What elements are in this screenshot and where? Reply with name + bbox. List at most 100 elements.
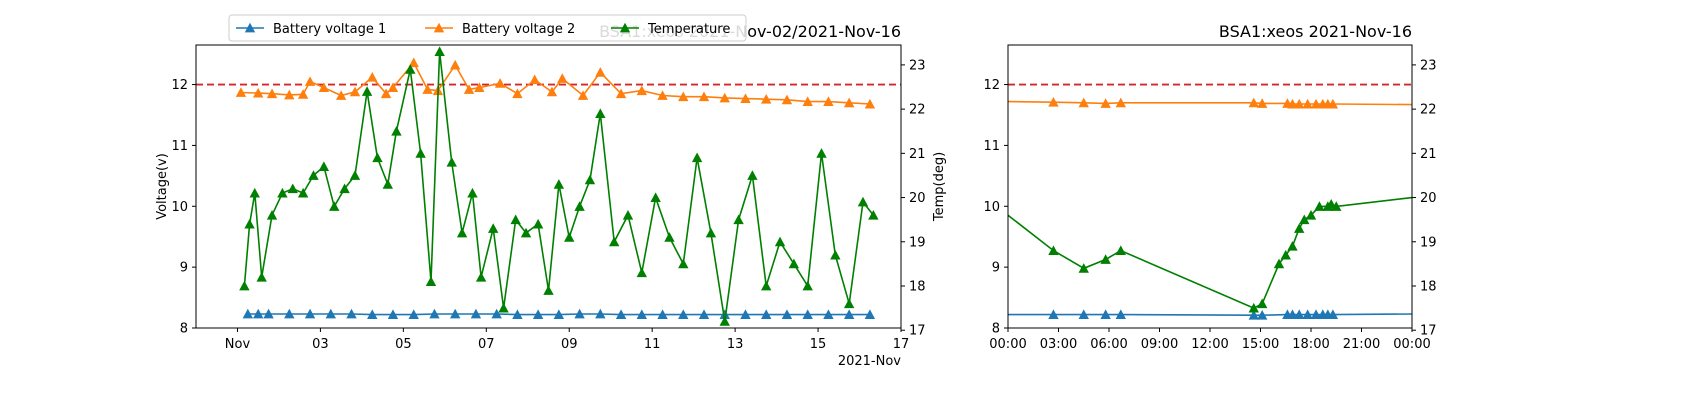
data-point — [719, 316, 730, 326]
data-point — [532, 309, 544, 320]
series-line-1 — [1007, 100, 1413, 106]
data-point — [349, 170, 361, 180]
x-tick-label: 03 — [312, 337, 329, 352]
data-point — [1280, 249, 1291, 260]
data-point — [532, 218, 544, 229]
data-point — [747, 170, 758, 180]
x-tick-label: Nov — [225, 337, 251, 352]
data-point — [595, 108, 606, 118]
data-point — [335, 90, 347, 100]
data-point — [615, 88, 627, 99]
data-point — [595, 67, 606, 77]
data-point — [387, 82, 399, 93]
data-point — [557, 73, 568, 83]
series-line-2 — [1007, 196, 1413, 309]
x-tick-label: 07 — [478, 337, 495, 352]
y-tick-label: 12 — [171, 78, 188, 93]
data-point — [380, 88, 392, 99]
data-point — [595, 308, 606, 319]
data-point — [318, 161, 330, 172]
data-point — [564, 232, 575, 242]
data-point — [1327, 309, 1339, 320]
data-point — [698, 309, 710, 320]
series-line-1 — [240, 61, 870, 105]
series-line-2 — [243, 51, 875, 322]
data-point — [491, 308, 502, 319]
y-tick-label: 9 — [180, 261, 188, 276]
legend-marker — [433, 22, 445, 33]
data-point — [446, 156, 457, 167]
data-point — [1100, 254, 1111, 264]
data-point — [408, 57, 419, 68]
x-offset-label: 2021-Nov — [838, 354, 901, 369]
x-tick-label: 12:00 — [1191, 337, 1228, 352]
data-point — [1115, 245, 1126, 256]
y2-tick-label: 18 — [1420, 279, 1437, 294]
data-point — [244, 218, 255, 229]
main-chart: 8 9 10 11 12 17 18 19 20 21 22 23 Nov 03 05 07 09 11 13 15 1… — [155, 22, 947, 369]
y2-tick-label: 22 — [1420, 103, 1437, 118]
data-point — [636, 267, 648, 278]
data-point — [719, 92, 730, 103]
x-tick-label: 05 — [395, 337, 412, 352]
data-point — [256, 271, 267, 282]
data-point — [864, 98, 876, 109]
day-chart: 8 9 10 11 12 17 18 19 20 21 22 23 00:00 03:00 06:00 09:… — [983, 22, 1436, 352]
x-tick-label: 15 — [810, 337, 827, 352]
data-point — [1310, 98, 1322, 109]
data-point — [678, 91, 689, 102]
data-point — [346, 308, 357, 319]
data-point — [429, 308, 440, 319]
data-point — [1256, 310, 1268, 320]
data-point — [1294, 223, 1305, 233]
data-point — [802, 96, 813, 107]
y-tick-label: 10 — [171, 200, 188, 215]
data-point — [802, 280, 813, 291]
legend: Battery voltage 1 Battery voltage 2 Temper… — [228, 14, 747, 42]
data-point — [761, 280, 772, 291]
y2-tick-label: 19 — [909, 235, 926, 250]
data-point — [830, 249, 841, 260]
data-point — [1327, 98, 1339, 109]
data-point — [577, 90, 589, 100]
data-point — [329, 201, 340, 211]
data-point — [864, 309, 876, 320]
data-point — [1287, 98, 1298, 109]
legend-label: Battery voltage 2 — [462, 22, 575, 37]
y-tick-label: 11 — [171, 139, 188, 154]
y-tick-label: 10 — [983, 200, 1000, 215]
data-point — [1294, 98, 1305, 109]
data-point — [823, 96, 834, 107]
series-line-0 — [1008, 313, 1413, 317]
data-point — [1256, 298, 1268, 309]
data-point — [1115, 97, 1126, 108]
data-point — [325, 308, 336, 319]
data-point — [367, 309, 378, 320]
data-point — [761, 93, 772, 104]
data-point — [1287, 240, 1298, 251]
data-point — [553, 309, 565, 320]
data-point — [253, 308, 264, 319]
data-point — [498, 302, 509, 313]
data-point — [1078, 97, 1089, 108]
data-point — [304, 308, 316, 319]
data-point — [546, 86, 558, 97]
data-point — [361, 86, 373, 96]
data-point — [1115, 309, 1126, 320]
data-point — [512, 309, 523, 320]
data-point — [239, 280, 250, 291]
data-point — [843, 97, 855, 108]
data-point — [1100, 98, 1111, 108]
data-point — [823, 309, 834, 320]
x-tick-label: 15:00 — [1242, 337, 1279, 352]
data-point — [608, 236, 620, 247]
data-point — [422, 84, 433, 94]
data-point — [382, 179, 394, 189]
y-tick-label: 9 — [992, 261, 1000, 276]
data-point — [733, 214, 744, 225]
day-chart-title: BSA1:xeos 2021-Nov-16 — [1219, 22, 1412, 41]
data-point — [650, 192, 661, 202]
data-point — [843, 298, 855, 309]
y-tick-label: 8 — [992, 322, 1000, 337]
